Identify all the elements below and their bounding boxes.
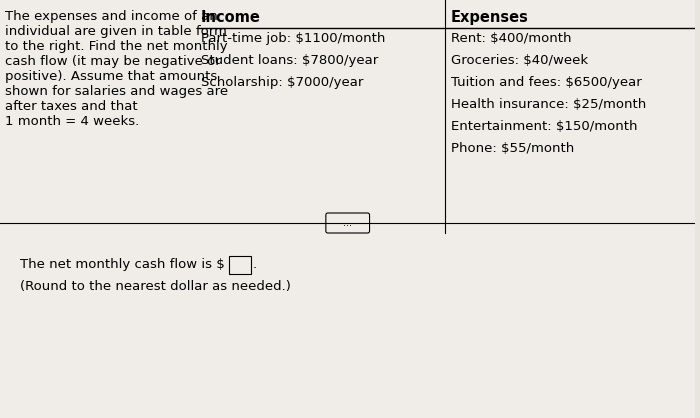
Text: .: . xyxy=(252,258,256,271)
Text: Entertainment: $150/month: Entertainment: $150/month xyxy=(451,120,638,133)
Text: Income: Income xyxy=(201,10,260,25)
Text: Phone: $55/month: Phone: $55/month xyxy=(451,142,574,155)
Text: Expenses: Expenses xyxy=(451,10,529,25)
Text: (Round to the nearest dollar as needed.): (Round to the nearest dollar as needed.) xyxy=(20,280,290,293)
Text: The expenses and income of an
individual are given in table form
to the right. F: The expenses and income of an individual… xyxy=(5,10,228,128)
Text: Tuition and fees: $6500/year: Tuition and fees: $6500/year xyxy=(451,76,642,89)
Text: Scholarship: $7000/year: Scholarship: $7000/year xyxy=(201,76,363,89)
Text: Part-time job: $1100/month: Part-time job: $1100/month xyxy=(201,32,385,45)
Text: ...: ... xyxy=(343,218,352,228)
FancyBboxPatch shape xyxy=(230,256,251,274)
Text: Groceries: $40/week: Groceries: $40/week xyxy=(451,54,588,67)
FancyBboxPatch shape xyxy=(0,0,695,233)
FancyBboxPatch shape xyxy=(326,213,370,233)
Text: Health insurance: $25/month: Health insurance: $25/month xyxy=(451,98,646,111)
Text: Student loans: $7800/year: Student loans: $7800/year xyxy=(201,54,378,67)
FancyBboxPatch shape xyxy=(0,233,695,418)
Text: Rent: $400/month: Rent: $400/month xyxy=(451,32,571,45)
Text: The net monthly cash flow is $: The net monthly cash flow is $ xyxy=(20,258,225,271)
